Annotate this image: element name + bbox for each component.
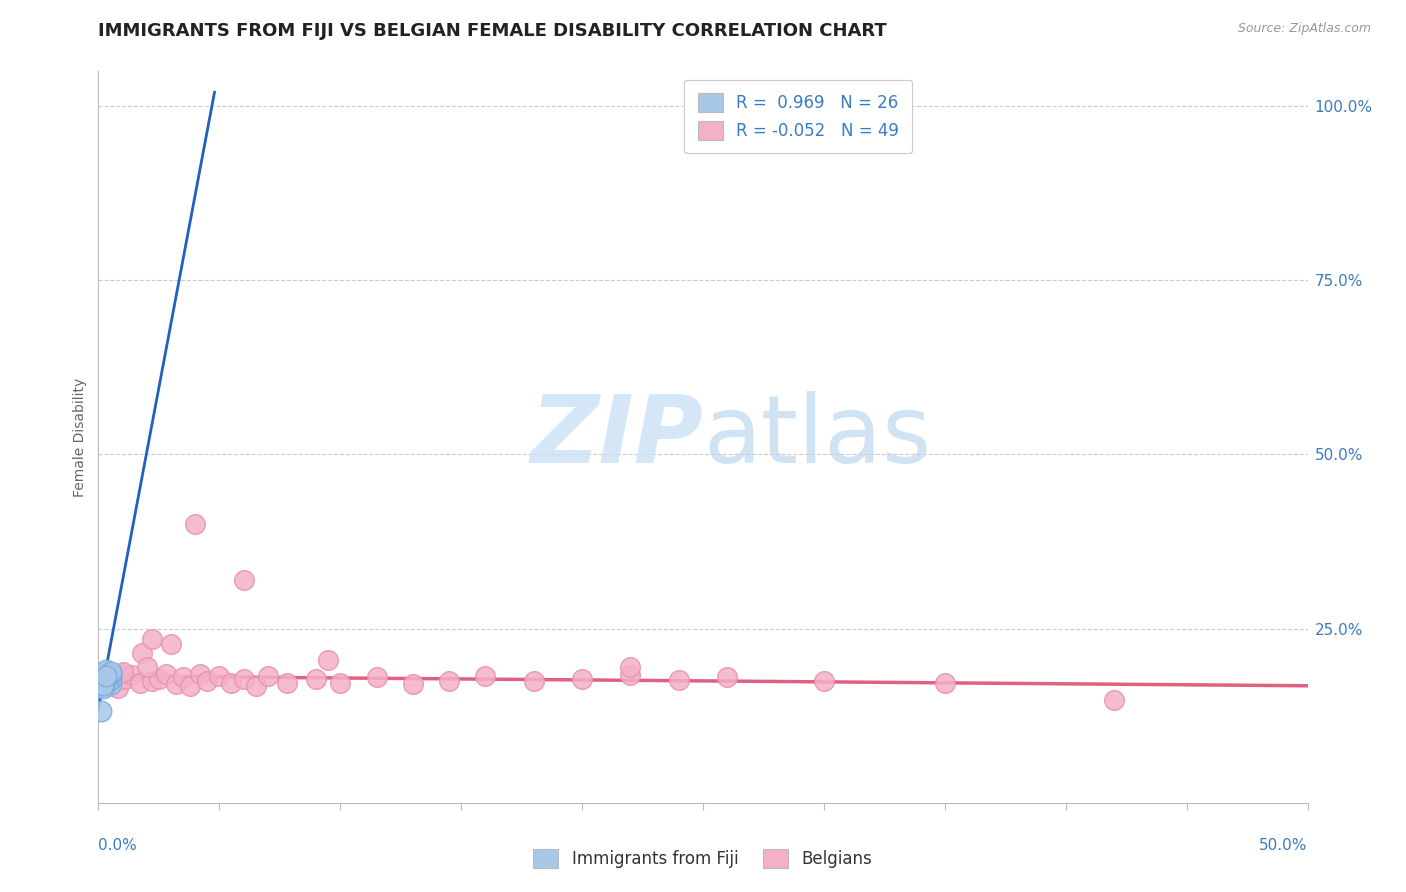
Point xyxy=(141,673,163,688)
Point xyxy=(94,670,117,684)
Point xyxy=(1102,692,1125,706)
Point xyxy=(94,676,117,690)
Point xyxy=(195,673,218,688)
Point xyxy=(256,669,278,683)
Point xyxy=(100,667,122,681)
Point xyxy=(813,673,835,688)
Point xyxy=(107,681,129,695)
Text: IMMIGRANTS FROM FIJI VS BELGIAN FEMALE DISABILITY CORRELATION CHART: IMMIGRANTS FROM FIJI VS BELGIAN FEMALE D… xyxy=(98,22,887,40)
Point xyxy=(316,653,339,667)
Point xyxy=(619,668,641,682)
Point xyxy=(104,670,127,684)
Point xyxy=(94,673,117,688)
Point xyxy=(90,704,112,718)
Point xyxy=(91,681,114,695)
Legend: R =  0.969   N = 26, R = -0.052   N = 49: R = 0.969 N = 26, R = -0.052 N = 49 xyxy=(685,79,912,153)
Point xyxy=(91,676,114,690)
Text: atlas: atlas xyxy=(703,391,931,483)
Point xyxy=(114,672,136,686)
Point xyxy=(716,670,738,684)
Point xyxy=(94,664,117,678)
Point xyxy=(97,679,120,693)
Point xyxy=(97,667,120,681)
Point xyxy=(97,669,120,683)
Point xyxy=(121,668,143,682)
Point xyxy=(188,667,211,681)
Legend: Immigrants from Fiji, Belgians: Immigrants from Fiji, Belgians xyxy=(527,842,879,875)
Text: 0.0%: 0.0% xyxy=(98,838,138,854)
Text: Source: ZipAtlas.com: Source: ZipAtlas.com xyxy=(1237,22,1371,36)
Point xyxy=(232,672,254,686)
Point xyxy=(94,670,117,684)
Y-axis label: Female Disability: Female Disability xyxy=(73,377,87,497)
Point xyxy=(165,677,187,691)
Point xyxy=(523,673,546,688)
Point xyxy=(141,632,163,646)
Point xyxy=(100,672,122,686)
Point xyxy=(366,670,388,684)
Point xyxy=(329,676,352,690)
Point xyxy=(91,672,114,686)
Point xyxy=(571,672,593,686)
Point xyxy=(91,667,114,681)
Point xyxy=(276,676,298,690)
Point xyxy=(668,673,690,688)
Point xyxy=(94,669,117,683)
Point xyxy=(221,676,243,690)
Point xyxy=(91,672,114,686)
Point xyxy=(437,673,460,688)
Point xyxy=(91,673,114,688)
Text: ZIP: ZIP xyxy=(530,391,703,483)
Point xyxy=(101,673,124,688)
Point xyxy=(172,670,194,684)
Point xyxy=(108,667,131,681)
Point xyxy=(245,679,267,693)
Point xyxy=(91,679,114,693)
Point xyxy=(94,665,117,679)
Point xyxy=(94,673,117,688)
Point xyxy=(97,667,120,681)
Point xyxy=(91,678,114,692)
Point xyxy=(208,669,231,683)
Point xyxy=(97,668,120,682)
Point xyxy=(619,660,641,674)
Point xyxy=(100,665,122,679)
Point xyxy=(155,667,177,681)
Point xyxy=(128,676,150,690)
Point xyxy=(100,668,122,682)
Point xyxy=(135,660,157,674)
Point xyxy=(402,677,425,691)
Point xyxy=(232,573,254,587)
Point xyxy=(474,669,496,683)
Point xyxy=(94,676,117,690)
Point xyxy=(111,665,134,679)
Text: 50.0%: 50.0% xyxy=(1260,838,1308,854)
Point xyxy=(305,672,328,686)
Point xyxy=(100,677,122,691)
Point xyxy=(184,517,207,532)
Point xyxy=(131,646,153,660)
Point xyxy=(97,670,120,684)
Point xyxy=(934,676,956,690)
Point xyxy=(148,672,170,686)
Point xyxy=(160,637,183,651)
Point xyxy=(97,674,120,689)
Point xyxy=(179,679,201,693)
